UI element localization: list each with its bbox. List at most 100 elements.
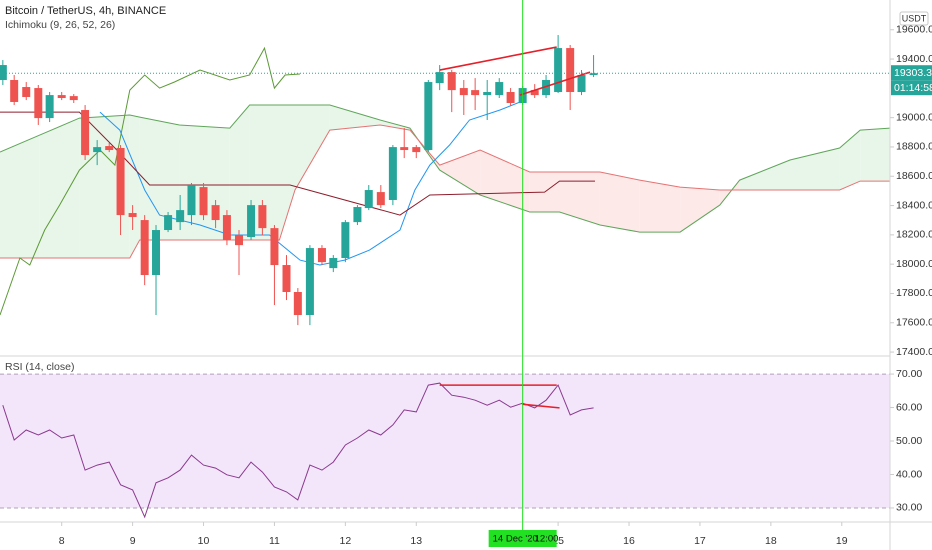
cloud-fill [559,172,600,226]
x-tick-label: 8 [59,535,65,547]
y-tick-label: 18200.00 [896,229,932,241]
cloud-fill [129,115,140,259]
x-tick-label: 18 [765,535,777,547]
candle-body [247,205,256,238]
y-tick-label: 60.00 [896,401,922,413]
crosshair-label-box [488,530,557,547]
candle-body [164,215,173,231]
candle-body [530,90,539,96]
candle-body [45,95,54,119]
cloud-fill [680,187,720,233]
rsi-line [2,382,594,519]
candle-body [93,147,102,153]
candle-body [471,90,480,96]
last-price-box [891,65,932,81]
candle-body [483,92,492,96]
cloud-fill [480,150,530,213]
x-tick-label: 13 [410,535,422,547]
indicator-line [0,111,595,216]
indicator-line [0,46,301,316]
y-tick-label: 17800.00 [896,287,932,299]
candle-body [388,147,397,200]
cloud-fill [39,118,80,259]
cloud-fill [179,124,230,240]
cloud-fill [139,117,180,240]
y-tick-label: 18400.00 [896,199,932,211]
candle-body [459,88,468,96]
y-tick-label: 40.00 [896,468,922,480]
candle-body [116,147,125,216]
y-tick-label: 19400.00 [896,53,932,65]
candle-body [105,146,114,151]
candle-body [81,110,90,156]
candle-body [566,48,575,93]
crosshair-time: 12:00 [535,534,559,545]
cloud-fill [295,105,330,191]
y-tick-label: 70.00 [896,368,922,380]
y-tick-label: 19600.00 [896,24,932,36]
candle-body [506,92,515,103]
candle-body [57,95,66,99]
x-tick-label: 10 [198,535,210,547]
candle-body [140,220,149,276]
currency-box[interactable] [899,11,929,26]
y-tick-label: 50.00 [896,435,922,447]
cloud-fill [599,172,640,233]
x-tick-label: 17 [694,535,706,547]
cloud-fill [0,135,40,259]
x-tick-label: 12 [340,535,352,547]
candle-body [0,65,7,80]
crosshair-date: 14 Dec '20 [493,534,538,545]
x-tick-label: 11 [269,535,280,547]
cloud-fill [249,105,280,240]
cloud-fill [639,180,681,233]
candle-body [447,72,456,91]
rsi-band [0,374,890,508]
y-tick-label: 19000.00 [896,111,932,123]
candle-body [211,205,220,221]
candle-body [589,73,598,76]
candle-body [364,190,373,209]
y-tick-label: 17400.00 [896,346,932,358]
candle-body [424,82,433,151]
y-tick-label: 18800.00 [896,141,932,153]
cloud-fill [279,105,296,240]
indicator-label: Ichimoku (9, 26, 52, 26) [5,19,115,31]
x-tick-label: 9 [130,535,136,547]
cloud-fill [790,147,840,191]
candle-body [282,265,291,292]
candle-body [270,228,279,266]
x-tick-label: 19 [836,535,848,547]
cloud-fill [739,159,791,191]
candle-body [152,230,161,276]
trendline [519,71,591,96]
candle-body [577,75,586,93]
candle-body [435,72,444,84]
candle-body [258,205,267,229]
rsi-title: RSI (14, close) [5,361,74,373]
x-tick-label: 15 [552,535,564,547]
candle-body [176,210,185,223]
cloud-fill [229,105,250,240]
chart-title: Bitcoin / TetherUS, 4h, BINANCE [5,5,166,17]
y-tick-label: 30.00 [896,502,922,514]
countdown-box [891,80,932,96]
last-price-label: 19303.38 [894,67,932,79]
trendline [439,46,557,71]
trendline [521,403,560,409]
cloud-fill [329,105,381,131]
currency[interactable]: USDT [902,13,927,23]
countdown-label: 01:14:58 [894,82,932,94]
candle-body [234,235,243,246]
y-tick-label: 18000.00 [896,258,932,270]
cloud-fill [860,128,890,182]
candle-body [187,185,196,216]
candle-body [353,207,362,223]
candle-body [495,82,504,96]
candle-body [69,96,78,101]
y-tick-label: 17600.00 [896,317,932,329]
candle-body [34,88,43,119]
candle-body [554,48,563,93]
